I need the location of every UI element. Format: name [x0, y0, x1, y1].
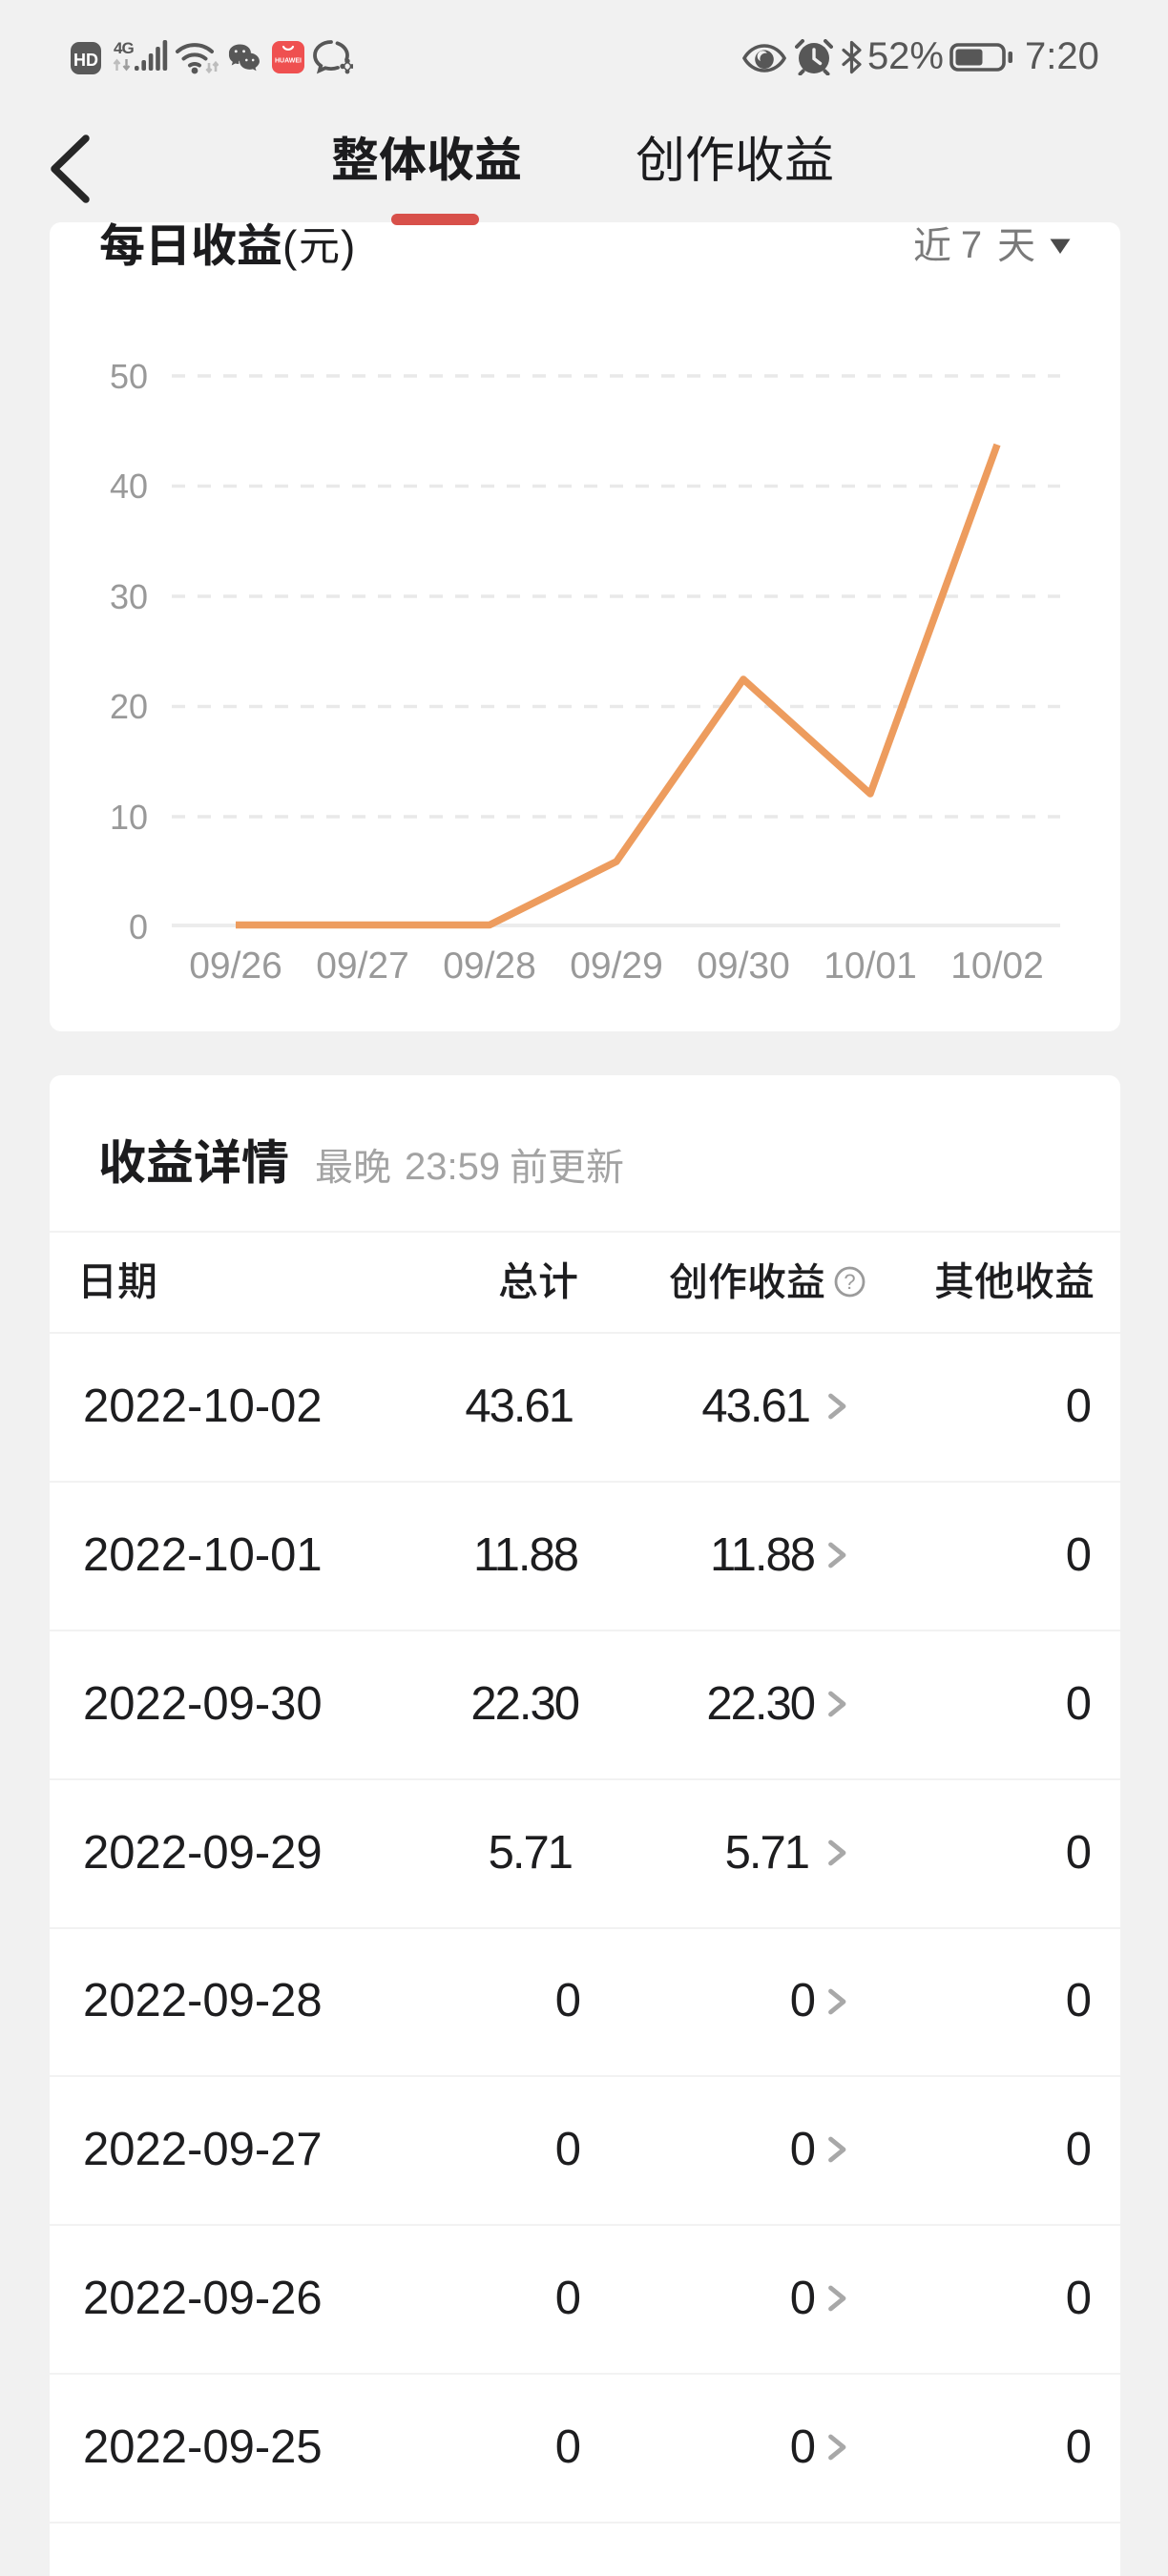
svg-text:HD: HD — [73, 51, 98, 70]
svg-text:?: ? — [844, 1270, 855, 1294]
svg-text:HUAWEI: HUAWEI — [275, 58, 302, 65]
